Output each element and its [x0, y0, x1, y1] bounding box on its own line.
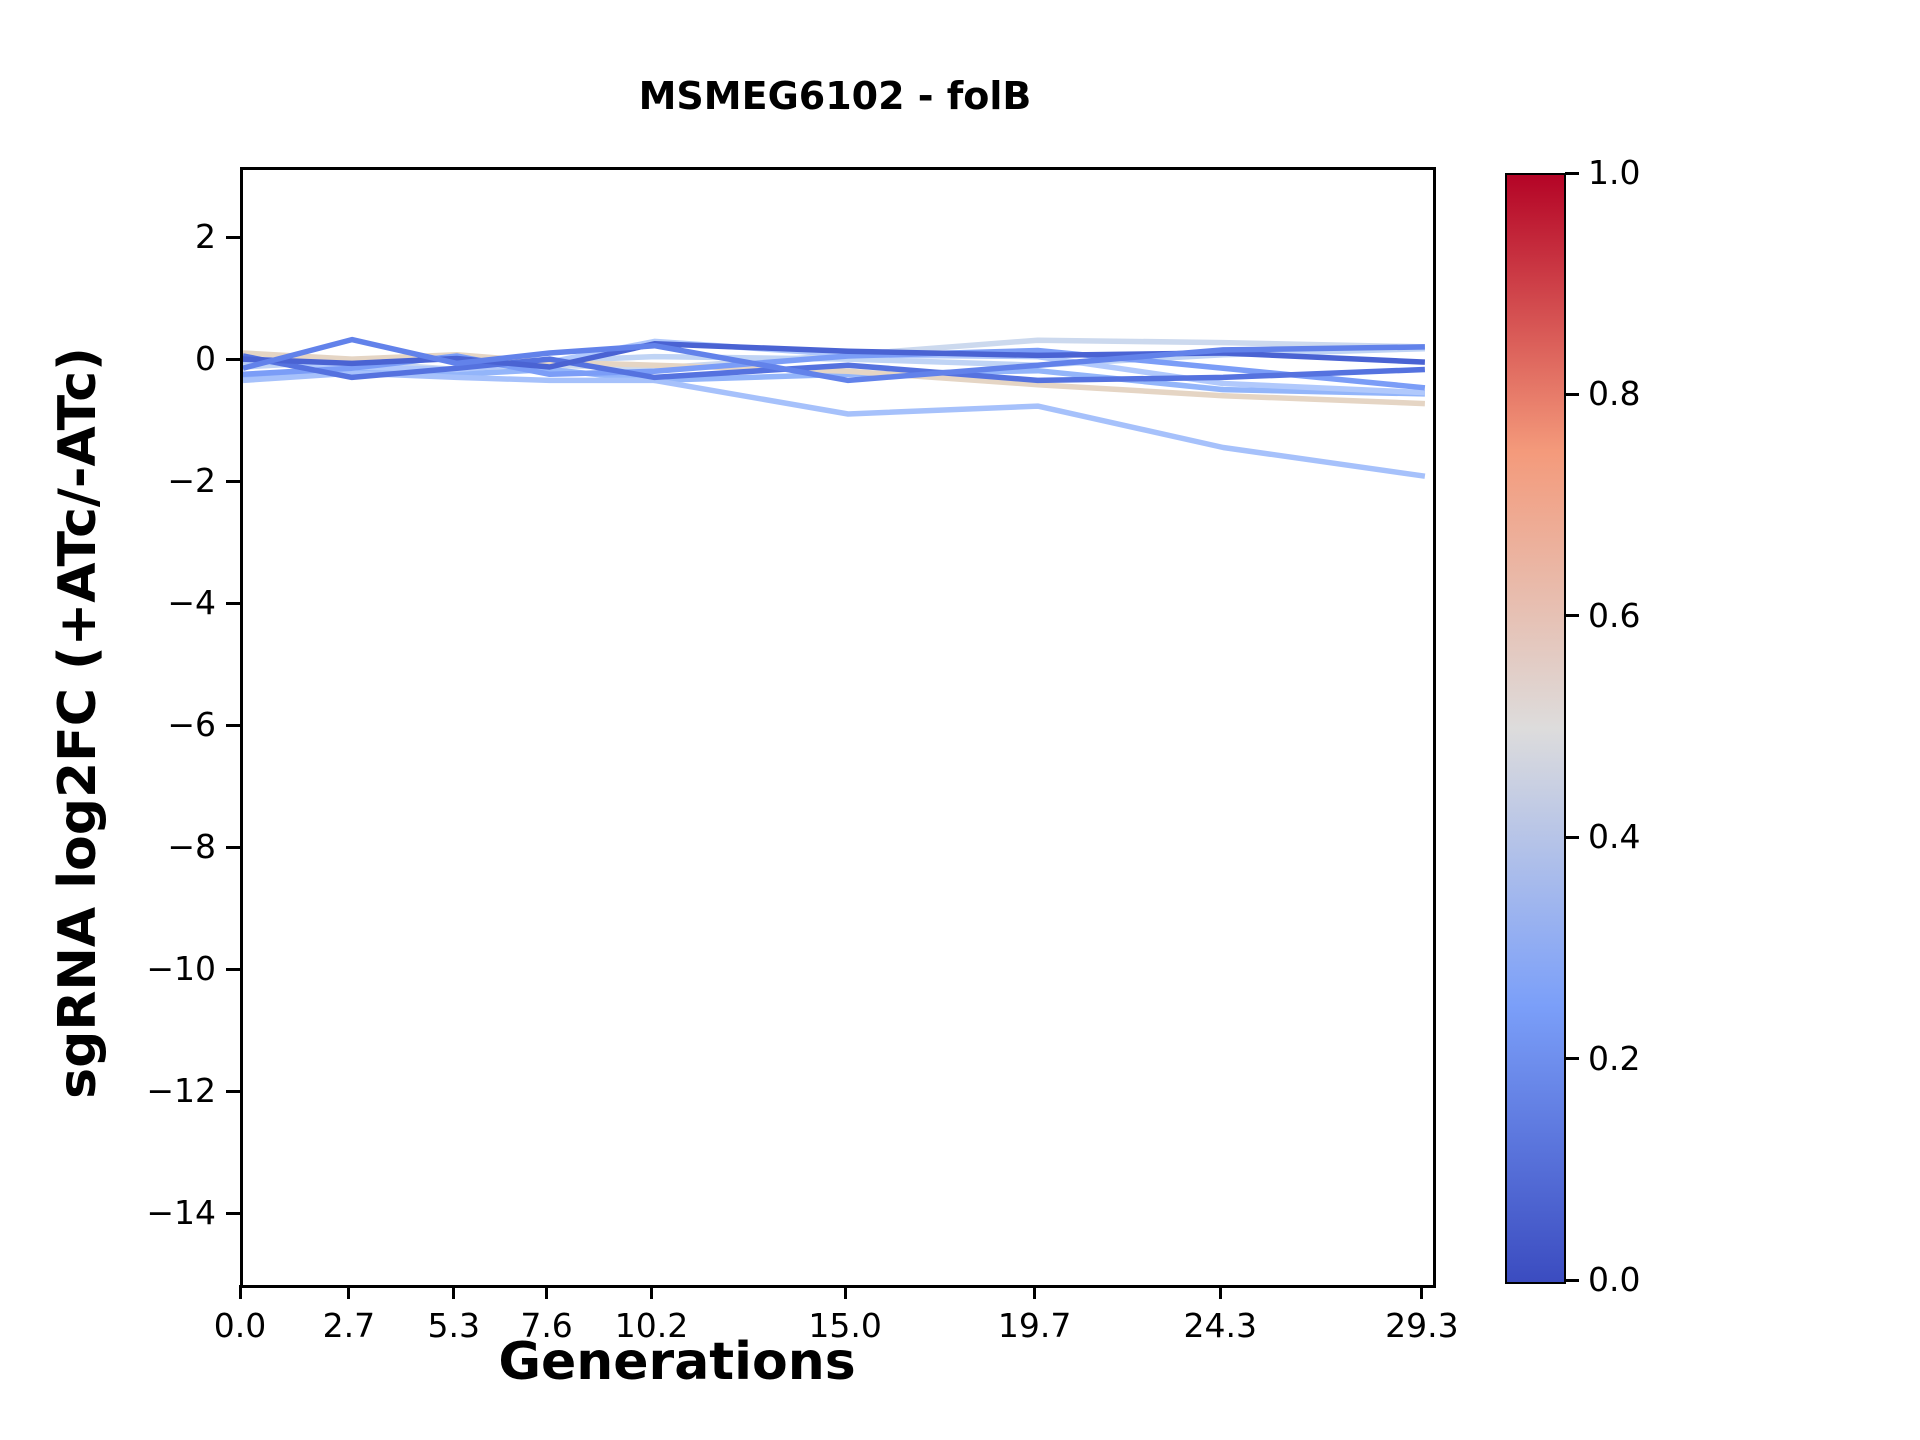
- x-tick-label: 29.3: [1385, 1306, 1459, 1345]
- x-tick-mark: [649, 1285, 653, 1299]
- x-tick-mark: [347, 1285, 351, 1299]
- y-axis-label: sgRNA log2FC (+ATc/-ATc): [48, 347, 108, 1099]
- colorbar-tick-label: 0.8: [1588, 374, 1641, 414]
- colorbar-tick-mark: [1564, 392, 1579, 396]
- x-tick-label: 24.3: [1183, 1306, 1257, 1345]
- y-tick-label: 0: [195, 339, 216, 379]
- x-tick-mark: [545, 1285, 549, 1299]
- colorbar-tick-label: 0.6: [1588, 595, 1641, 635]
- x-tick-label: 10.2: [614, 1306, 689, 1345]
- y-tick-label: 2: [195, 217, 216, 257]
- series-line-sgRNA-01: [243, 350, 1426, 407]
- y-tick-mark: [226, 1211, 240, 1215]
- colorbar-tick-mark: [1564, 1278, 1579, 1282]
- y-tick-mark: [226, 845, 240, 849]
- colorbar-tick-mark: [1564, 614, 1579, 618]
- x-tick-label: 7.6: [520, 1306, 573, 1345]
- series-lines-canvas: [243, 336, 1426, 479]
- y-tick-mark: [226, 357, 240, 361]
- x-tick-mark: [1033, 1285, 1037, 1299]
- colorbar-tick-mark: [1564, 835, 1579, 839]
- series-line-sgRNA-06: [243, 336, 1425, 384]
- x-tick-mark: [1420, 1285, 1424, 1299]
- y-tick-mark: [226, 479, 240, 483]
- colorbar-tick-label: 0.4: [1588, 817, 1641, 857]
- plot-area: [240, 167, 1436, 1288]
- colorbar-tick-label: 0.0: [1588, 1260, 1641, 1299]
- colorbar-tick-mark: [1564, 171, 1579, 175]
- colorbar-tick-label: 0.2: [1588, 1038, 1641, 1078]
- y-tick-label: −12: [146, 1071, 216, 1111]
- y-tick-mark: [226, 967, 240, 971]
- y-tick-label: −8: [167, 827, 216, 867]
- series-line-sgRNA-08: [243, 353, 1426, 384]
- y-tick-label: −14: [146, 1193, 216, 1233]
- colorbar-tick-mark: [1564, 1057, 1579, 1061]
- y-tick-label: −6: [167, 705, 216, 745]
- x-tick-label: 15.0: [808, 1306, 882, 1345]
- y-tick-mark: [226, 1089, 240, 1093]
- colorbar: [1505, 173, 1566, 1284]
- x-tick-label: 0.0: [213, 1306, 267, 1345]
- y-tick-label: −10: [146, 949, 216, 989]
- y-tick-mark: [226, 235, 240, 239]
- y-tick-mark: [226, 601, 240, 605]
- y-tick-label: −2: [167, 461, 216, 501]
- y-tick-mark: [226, 723, 240, 727]
- colorbar-tick-label: 1.0: [1588, 153, 1641, 192]
- x-tick-label: 5.3: [427, 1306, 481, 1345]
- x-tick-label: 19.7: [997, 1306, 1072, 1345]
- x-tick-mark: [238, 1285, 242, 1299]
- x-tick-label: 2.7: [322, 1306, 376, 1345]
- x-tick-mark: [843, 1285, 847, 1299]
- y-tick-label: −4: [167, 583, 216, 623]
- x-tick-mark: [1218, 1285, 1222, 1299]
- x-axis-label: Generations: [498, 1332, 856, 1392]
- chart-title: MSMEG6102 - folB: [638, 74, 1032, 118]
- x-tick-mark: [452, 1285, 456, 1299]
